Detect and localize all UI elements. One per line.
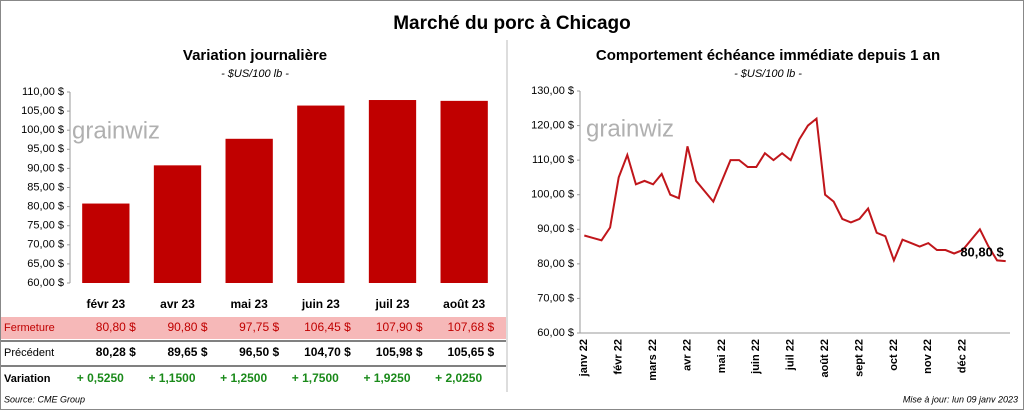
close-value: 107,68 $ (447, 320, 494, 334)
y-tick-label: 100,00 $ (21, 124, 64, 136)
y-tick-label: 130,00 $ (531, 85, 574, 97)
x-tick-label: août 23 (443, 297, 485, 311)
x-tick-label: févr 23 (86, 297, 125, 311)
y-tick-label: 80,00 $ (537, 258, 574, 270)
row-label: Fermeture (4, 322, 55, 334)
variation-value: + 0,5250 (77, 371, 124, 385)
x-tick-label: févr 22 (613, 339, 625, 374)
highlight-row (1, 317, 506, 339)
bar (225, 138, 273, 283)
close-value: 97,75 $ (239, 320, 279, 334)
y-tick-label: 85,00 $ (27, 181, 64, 193)
chart-subtitle: - $US/100 lb - (734, 68, 802, 80)
x-tick-label: juin 22 (750, 339, 762, 375)
y-tick-label: 60,00 $ (537, 327, 574, 339)
chart-title: Variation journalière (183, 47, 327, 64)
bar (440, 100, 488, 283)
previous-value: 89,65 $ (167, 345, 207, 359)
y-tick-label: 70,00 $ (537, 292, 574, 304)
previous-value: 104,70 $ (304, 345, 351, 359)
y-tick-label: 70,00 $ (27, 239, 64, 251)
watermark: grainwiz (586, 115, 674, 142)
y-tick-label: 75,00 $ (27, 220, 64, 232)
variation-value: + 1,2500 (220, 371, 267, 385)
x-tick-label: mai 22 (716, 339, 728, 373)
x-tick-label: nov 22 (922, 339, 934, 374)
watermark: grainwiz (72, 117, 160, 144)
x-tick-label: juil 23 (374, 297, 409, 311)
x-tick-label: mars 22 (647, 339, 659, 381)
close-value: 90,80 $ (167, 320, 207, 334)
y-tick-label: 95,00 $ (27, 143, 64, 155)
y-tick-label: 110,00 $ (532, 154, 574, 166)
y-tick-label: 65,00 $ (27, 258, 64, 270)
x-tick-label: août 22 (819, 339, 831, 378)
previous-value: 105,65 $ (447, 345, 494, 359)
x-tick-label: mai 23 (230, 297, 268, 311)
y-tick-label: 100,00 $ (531, 189, 574, 201)
x-tick-label: avr 22 (681, 339, 693, 371)
bar (153, 165, 202, 283)
y-tick-label: 120,00 $ (531, 119, 574, 131)
page-title: Marché du porc à Chicago (393, 13, 631, 34)
x-tick-label: déc 22 (957, 339, 969, 373)
x-tick-label: avr 23 (160, 297, 195, 311)
bar (368, 100, 417, 283)
variation-value: + 1,9250 (363, 371, 410, 385)
y-tick-label: 90,00 $ (537, 223, 574, 235)
close-value: 107,90 $ (376, 320, 423, 334)
updated: Mise à jour: lun 09 janv 2023 (903, 394, 1018, 404)
bar (82, 203, 130, 283)
previous-value: 96,50 $ (239, 345, 279, 359)
y-tick-label: 80,00 $ (27, 201, 64, 213)
close-value: 80,80 $ (96, 320, 136, 334)
source: Source: CME Group (4, 394, 85, 404)
previous-value: 80,28 $ (96, 345, 136, 359)
y-tick-label: 105,00 $ (21, 105, 64, 117)
y-tick-label: 110,00 $ (22, 86, 64, 98)
y-tick-label: 60,00 $ (27, 277, 64, 289)
x-tick-label: juil 22 (785, 339, 797, 371)
row-label: Variation (4, 373, 51, 385)
x-tick-label: sept 22 (853, 339, 865, 377)
x-tick-label: oct 22 (888, 339, 900, 371)
line (584, 116, 1006, 264)
variation-value: + 2,0250 (435, 371, 482, 385)
variation-value: + 1,7500 (292, 371, 339, 385)
row-label: Précédent (4, 347, 54, 359)
chart-title: Comportement échéance immédiate depuis 1… (596, 47, 940, 64)
previous-value: 105,98 $ (376, 345, 423, 359)
x-tick-label: juin 23 (301, 297, 340, 311)
data-label: 80,80 $ (960, 245, 1004, 260)
close-value: 106,45 $ (304, 320, 351, 334)
variation-value: + 1,1500 (148, 371, 195, 385)
y-tick-label: 90,00 $ (27, 162, 64, 174)
bar (297, 105, 345, 283)
chart-subtitle: - $US/100 lb - (221, 68, 289, 80)
x-tick-label: janv 22 (578, 339, 590, 377)
